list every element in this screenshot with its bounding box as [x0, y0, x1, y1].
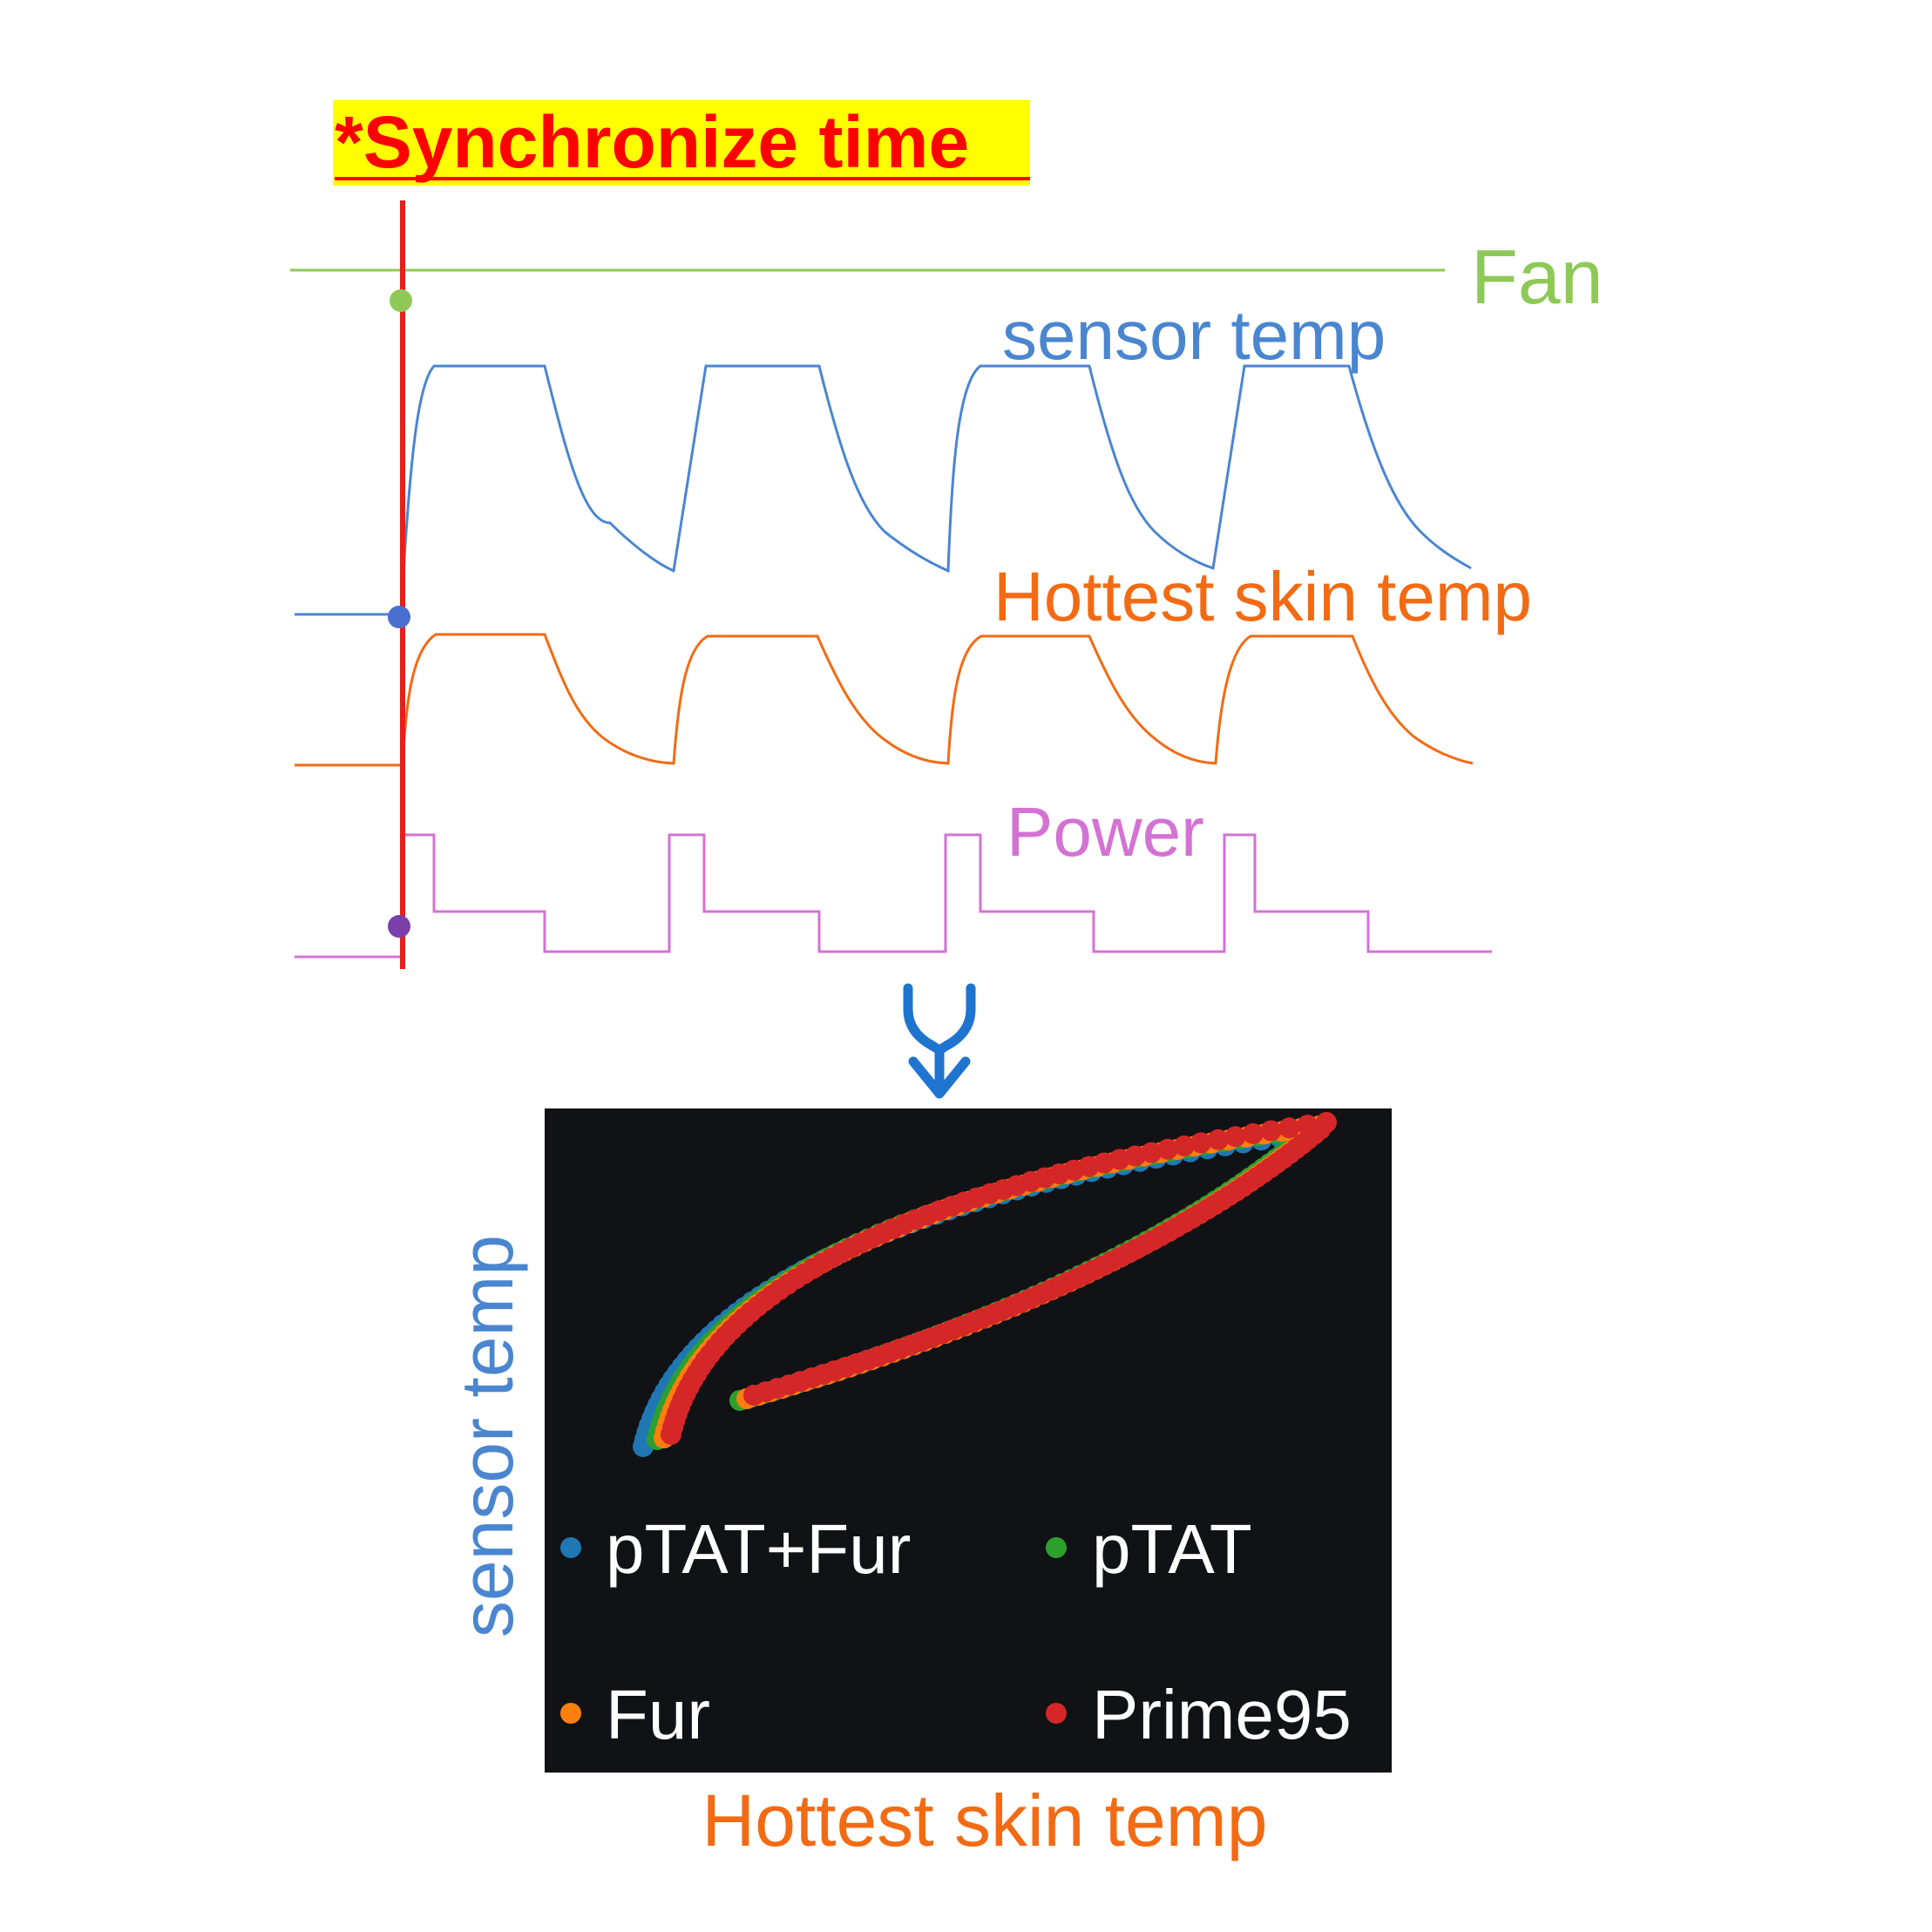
power-label: Power: [1007, 793, 1204, 871]
legend-marker-ptat: [1046, 1537, 1067, 1558]
scatter-point-prime95: [1124, 1145, 1146, 1167]
title-group: *Synchronize time: [333, 100, 1030, 186]
page-title: *Synchronize time: [335, 101, 969, 183]
scatter-point-prime95: [1260, 1120, 1282, 1142]
sensor-temp-label: sensor temp: [1002, 296, 1386, 374]
sync-marker-group: [388, 200, 412, 969]
merge-arrow-down-icon: [903, 983, 976, 1099]
scatter-point-prime95: [1243, 1122, 1264, 1144]
skin-temp-label: Hottest skin temp: [993, 558, 1532, 635]
scatter-points: [633, 1112, 1337, 1457]
legend-label-ptat-fur: pTAT+Fur: [606, 1510, 911, 1588]
skin-temp-line: [295, 633, 1474, 767]
scatter-point-prime95: [1278, 1117, 1300, 1139]
legend-marker-fur: [560, 1703, 581, 1724]
scatter-panel: pTAT+Fur pTAT Fur Prime95: [545, 1108, 1392, 1773]
legend: pTAT+Fur pTAT Fur Prime95: [560, 1510, 1352, 1753]
scatter-point-prime95: [1156, 1138, 1178, 1160]
sensor-temp-signal: sensor temp: [295, 296, 1472, 616]
scatter-point-prime95: [1173, 1135, 1195, 1156]
power-sync-dot: [388, 915, 410, 938]
fan-sync-dot: [390, 289, 412, 312]
legend-label-fur: Fur: [606, 1676, 710, 1753]
scatter-point-prime95: [1190, 1132, 1212, 1154]
legend-label-ptat: pTAT: [1092, 1510, 1252, 1588]
y-axis-label: sensor temp: [446, 1235, 528, 1637]
sensor-temp-line: [295, 364, 1472, 616]
scatter-point-prime95: [1207, 1129, 1229, 1150]
fan-label: Fan: [1471, 234, 1603, 320]
power-signal: Power: [295, 793, 1492, 959]
power-line: [295, 833, 1492, 959]
x-axis-label: Hottest skin temp: [702, 1779, 1268, 1861]
sensor-sync-dot: [388, 606, 410, 628]
skin-temp-signal: Hottest skin temp: [295, 558, 1532, 767]
title-highlight: [333, 100, 1030, 186]
scatter-background: [545, 1108, 1392, 1773]
scatter-point-prime95: [743, 1385, 764, 1406]
scatter-point-prime95: [1224, 1126, 1246, 1148]
legend-label-prime95: Prime95: [1092, 1676, 1352, 1753]
legend-marker-ptat-fur: [560, 1537, 581, 1558]
fan-signal: Fan: [290, 234, 1603, 320]
scatter-point-prime95: [1141, 1142, 1163, 1163]
scatter-point-prime95: [1108, 1149, 1130, 1170]
legend-marker-prime95: [1046, 1703, 1067, 1724]
